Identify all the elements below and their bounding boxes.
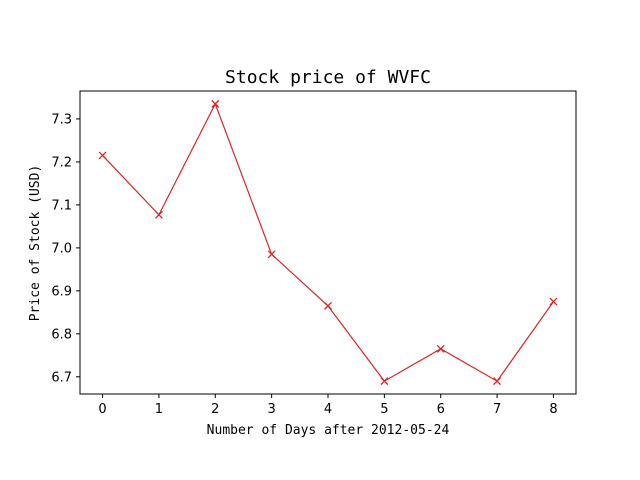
data-point-marker xyxy=(549,297,558,306)
x-tick-label: 0 xyxy=(98,402,106,417)
x-tick-label: 3 xyxy=(267,402,275,417)
x-tick-label: 4 xyxy=(324,402,332,417)
y-tick-label: 6.7 xyxy=(51,370,72,385)
data-point-marker xyxy=(211,99,220,108)
y-tick-label: 7.2 xyxy=(51,155,72,170)
plot-area xyxy=(79,90,577,395)
y-tick-label: 6.8 xyxy=(51,327,72,342)
y-tick-label: 6.9 xyxy=(51,284,72,299)
x-tick-label: 1 xyxy=(155,402,163,417)
data-point-marker xyxy=(267,250,276,259)
data-point-marker xyxy=(380,377,389,386)
series-line xyxy=(102,102,554,382)
x-tick-label: 6 xyxy=(437,402,445,417)
y-tick-label: 7.3 xyxy=(51,112,72,127)
data-point-marker xyxy=(154,210,163,219)
data-point-marker xyxy=(324,301,332,310)
data-point-marker xyxy=(98,151,107,160)
y-tick-label: 7.0 xyxy=(51,241,72,256)
chart-title: Stock price of WVFC xyxy=(225,67,431,88)
y-axis-label: Price of Stock (USD) xyxy=(28,165,43,322)
series-layer xyxy=(98,99,558,386)
x-axis-label: Number of Days after 2012-05-24 xyxy=(207,423,450,438)
x-tick-label: 2 xyxy=(211,402,219,417)
data-point-marker xyxy=(436,344,445,353)
y-tick-label: 7.1 xyxy=(51,198,72,213)
x-tick-label: 7 xyxy=(493,402,501,417)
data-point-marker xyxy=(493,377,502,386)
x-axis: 0 1 2 3 4 5 6 7 8 xyxy=(98,394,558,417)
x-tick-label: 5 xyxy=(380,402,388,417)
x-tick-label: 8 xyxy=(549,402,557,417)
y-axis: 6.7 6.8 6.9 7.0 7.1 7.2 7.3 xyxy=(51,112,80,385)
